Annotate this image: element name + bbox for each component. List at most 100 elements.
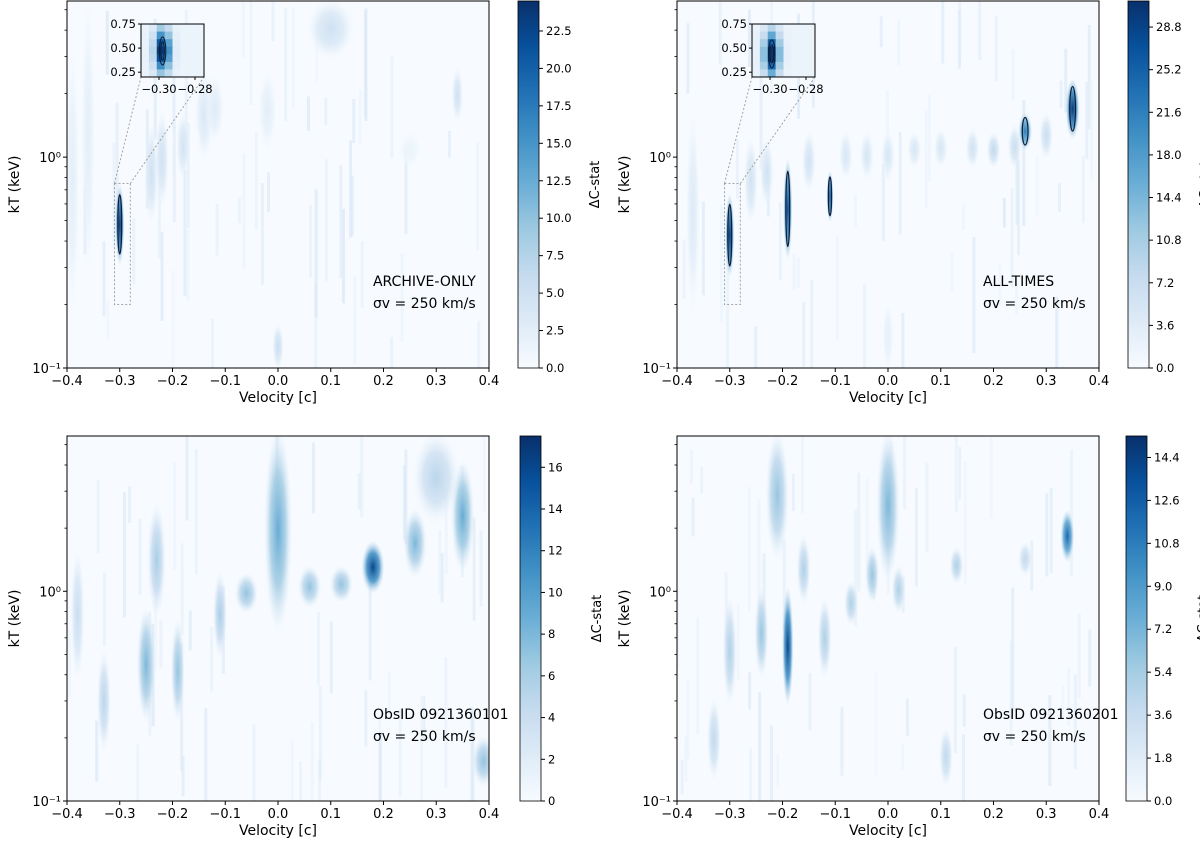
background-streak [398, 708, 402, 797]
y-axis-label: kT (keV) [7, 590, 23, 648]
inset-x-tick-label: −0.30 [141, 82, 176, 96]
data-blob [722, 595, 737, 706]
inset-cell [148, 24, 158, 32]
background-streak [865, 478, 869, 579]
background-streak [444, 491, 448, 575]
inset-y-tick-label: 0.50 [721, 41, 747, 55]
data-blob [472, 735, 489, 787]
background-streak [1015, 282, 1019, 315]
contour-line [785, 170, 791, 248]
inset-cell [188, 54, 197, 63]
data-blob [154, 109, 169, 209]
inset-frame [751, 23, 816, 78]
colorbar-tick-label: 0 [548, 794, 555, 808]
data-blob [115, 183, 125, 266]
inset-y-tick-label: 0.25 [721, 65, 747, 79]
inset-cell [188, 39, 197, 48]
colorbar-tick-label: 15.0 [546, 136, 572, 150]
inset-cell [783, 61, 792, 70]
background-streak [1088, 629, 1092, 687]
background-streak [735, 138, 739, 199]
contour-line [117, 194, 123, 255]
background-streak [284, 8, 288, 122]
inset-cell [807, 46, 816, 55]
colorbar-tick-label: 8 [548, 627, 555, 641]
background-streak [1087, 24, 1091, 130]
data-blob [754, 587, 769, 679]
colorbar-tick-label: 7.5 [546, 249, 564, 263]
colorbar-tick-label: 9.0 [1154, 579, 1172, 593]
y-tick-label: 10⁻¹ [642, 362, 671, 377]
inset-cell [156, 24, 165, 32]
data-blob [781, 585, 794, 707]
inset-cell [767, 46, 776, 55]
plot-background [67, 1, 489, 368]
inset-cell [141, 46, 150, 55]
data-blob [685, 110, 700, 314]
inset-cell [799, 39, 808, 48]
colorbar-label: ΔC-stat [588, 161, 603, 209]
background-streak [700, 466, 704, 494]
background-streak [241, 1, 245, 58]
inset-cell [164, 54, 173, 63]
background-streak [749, 747, 753, 801]
x-tick-label: 0.0 [268, 807, 289, 822]
inset-cell [767, 24, 776, 32]
x-tick-label: −0.2 [157, 374, 189, 389]
background-streak [422, 695, 426, 741]
background-streak [368, 573, 372, 681]
inset-cell [180, 46, 189, 55]
background-streak [925, 462, 929, 552]
background-streak [962, 734, 966, 801]
data-blob [170, 619, 185, 723]
background-streak [736, 604, 740, 681]
background-streak [136, 744, 140, 801]
x-tick-label: 0.3 [1036, 374, 1057, 389]
data-blob [213, 570, 227, 659]
heatmap-field [682, 1, 1094, 368]
x-tick-label: −0.1 [209, 807, 241, 822]
background-streak [67, 629, 71, 698]
x-axis-label: Velocity [c] [239, 823, 317, 839]
annotation-label: ALL-TIMES [983, 274, 1054, 290]
background-streak [360, 436, 364, 517]
background-streak [962, 693, 966, 727]
data-blob [67, 44, 80, 317]
inset-cell [141, 54, 150, 63]
inset-cell [188, 24, 197, 32]
background-streak [404, 449, 408, 544]
background-streak [204, 708, 208, 801]
background-streak [360, 241, 364, 309]
inset-contour [158, 36, 167, 66]
colorbar-tick-label: 28.8 [1156, 20, 1182, 34]
data-blob [986, 131, 1001, 169]
inset-cell [180, 39, 189, 48]
inset-cell [164, 39, 173, 48]
colorbar-tick-label: 10.0 [546, 211, 572, 225]
x-tick-label: −0.3 [104, 374, 136, 389]
colorbar-tick-label: 7.2 [1156, 276, 1174, 290]
inset-cell [148, 61, 158, 70]
inset-cell [807, 61, 816, 70]
background-streak [1064, 48, 1068, 113]
background-streak [238, 197, 242, 224]
inset-y-tick-label: 0.50 [110, 41, 136, 55]
zoom-connector [129, 76, 205, 184]
inset-cell [807, 24, 816, 32]
inset-cell [752, 61, 761, 70]
chart-panel-bottom-left: −0.4 −0.3 −0.2 −0.1 0.0 0.1 0.2 0.3 0.4 Velocity … [7, 435, 605, 839]
data-blob [838, 130, 853, 180]
inset-cell [752, 24, 761, 32]
data-blob [136, 606, 156, 723]
x-tick-label: 0.4 [1089, 807, 1110, 822]
y-axis-label: kT (keV) [7, 156, 23, 214]
background-streak [776, 753, 780, 788]
data-blob [933, 127, 948, 169]
inset-contour-inner [769, 44, 775, 64]
colorbar-tick-label: 0.0 [546, 361, 564, 375]
inset-cell [767, 54, 776, 63]
x-tick-label: −0.2 [767, 807, 799, 822]
background-streak [1011, 587, 1015, 714]
x-tick-label: 0.4 [479, 374, 500, 389]
background-streak [353, 276, 357, 364]
